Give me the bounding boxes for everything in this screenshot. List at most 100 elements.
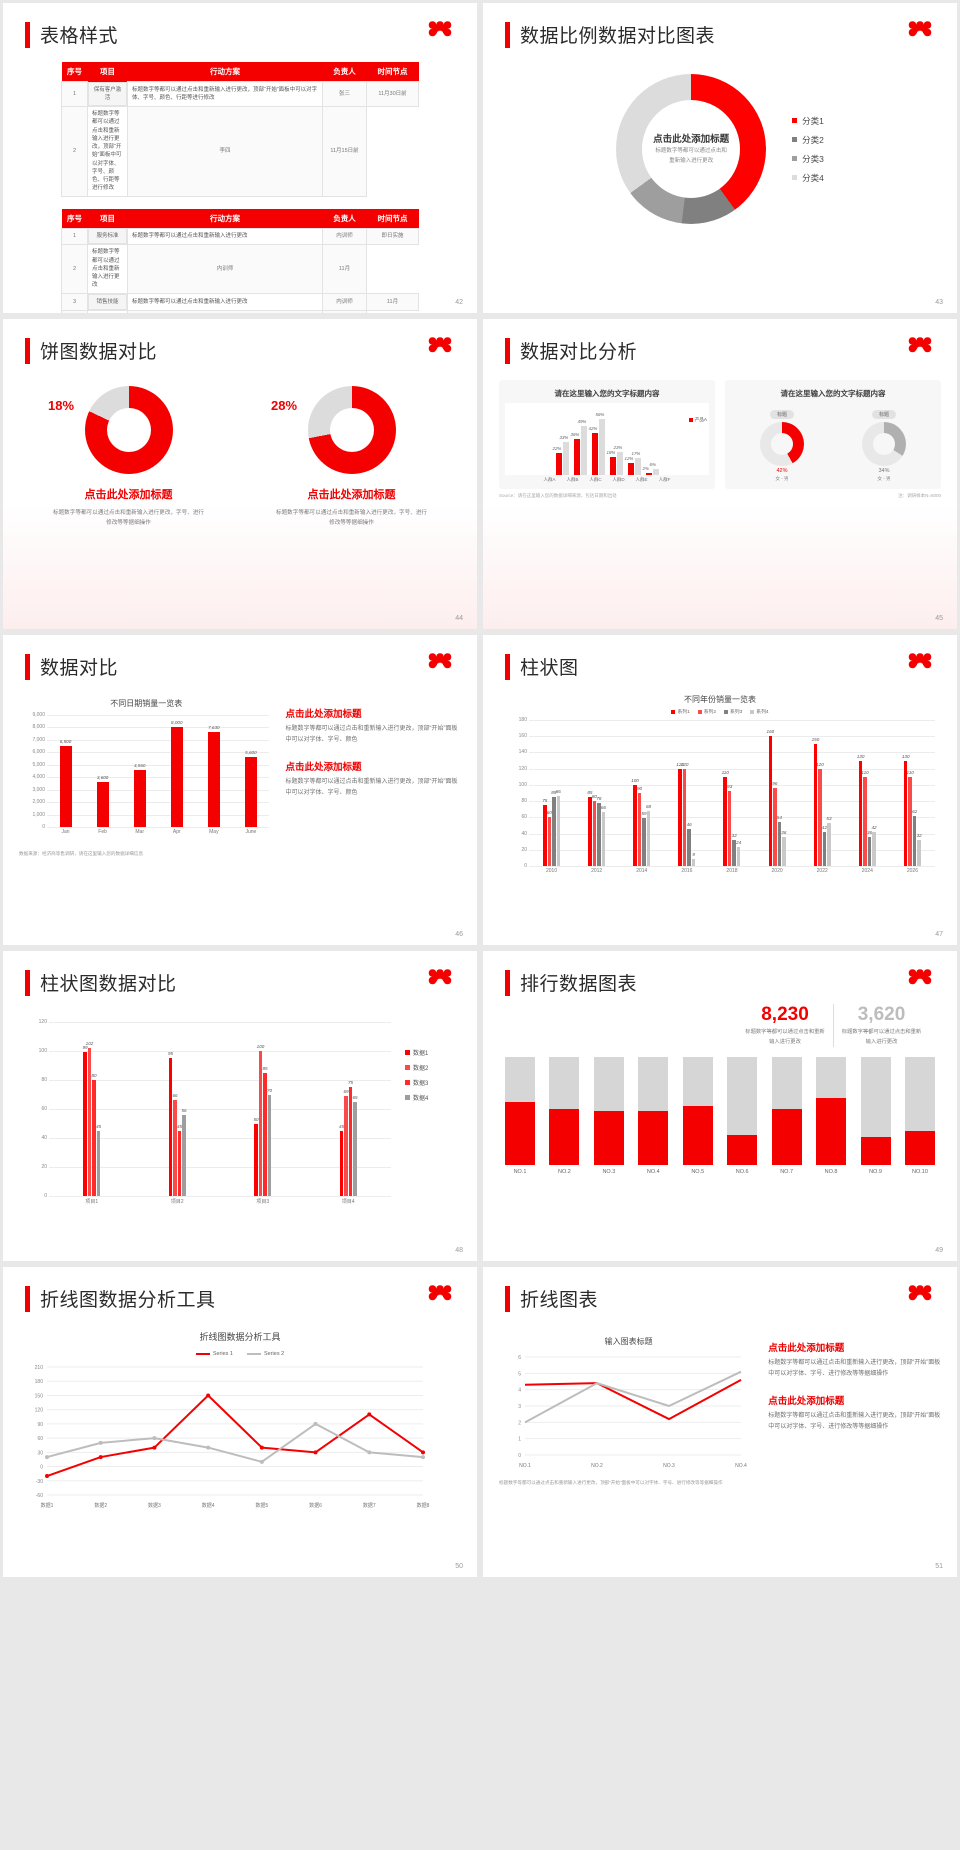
donut-small-2[interactable]: [862, 422, 906, 466]
category-label: 2026: [906, 868, 918, 874]
bar-group: 150 120 42 53: [800, 720, 845, 866]
svg-text:0: 0: [518, 1453, 521, 1459]
bar-group: 99 102 80 45: [49, 1022, 135, 1196]
legend-item[interactable]: 分类4: [792, 172, 824, 184]
bar-series-b: 49%: [578, 419, 587, 475]
bar-series-b: 33%: [560, 435, 569, 475]
bar-label: 85: [262, 1065, 268, 1071]
mini-legend: 产品A: [688, 417, 707, 423]
legend-item[interactable]: 分类3: [792, 153, 824, 165]
bar-chart-47[interactable]: 180 160 140 120 100 80 60 40 20 0 75 60 85 86 85 80 78 66…: [501, 717, 939, 882]
rank-label: NO.8: [824, 1169, 838, 1176]
legend-item[interactable]: 系列4: [750, 708, 769, 715]
y-tick: 80: [521, 798, 527, 805]
bar: 3,600: [96, 775, 109, 827]
bar-label: 33%: [559, 435, 569, 440]
svg-text:NO.3: NO.3: [663, 1463, 675, 1469]
slide-43: 数据比例数据对比图表 点击此处添加标题 标题数字等都可以通过点击和 重新输入进行…: [483, 3, 957, 313]
page-title: 数据对比: [40, 658, 119, 679]
bar: 70: [267, 1088, 272, 1196]
bar-group: 22% 33%: [553, 435, 569, 475]
panel-2-title: 请在这里输入您的文字标题内容: [780, 389, 886, 398]
donut-center-title: 点击此处添加标题: [653, 134, 730, 146]
page-number: 42: [455, 299, 463, 306]
legend-label: 数据3: [413, 1081, 429, 1087]
y-tick: 40: [521, 830, 527, 837]
bar-label: 6,500: [59, 739, 72, 745]
right-title-1: 点击此处添加标题: [285, 709, 362, 720]
legend-item[interactable]: Series 1: [195, 1351, 233, 1357]
legend-label: 系列1: [677, 710, 690, 715]
donut-chart-2[interactable]: [307, 386, 396, 474]
legend-item[interactable]: 分类2: [792, 134, 824, 146]
bars: 99 102 80 45 95 66 45 56 50 100 85 70 45 69 75 65: [49, 1022, 391, 1196]
legend-item[interactable]: 数据1: [405, 1048, 459, 1057]
legend-swatch: [405, 1050, 410, 1055]
legend-item[interactable]: 系列3: [724, 708, 742, 715]
panel-bar: 请在这里输入您的文字标题内容 22% 33% 36% 49% 42% 56% 18% 23% 1…: [499, 380, 715, 489]
bar: 100: [257, 1044, 264, 1196]
donut-small-1[interactable]: [760, 422, 804, 466]
right-title-2: 点击此处添加标题: [768, 1395, 845, 1407]
legend-item[interactable]: 数据2: [405, 1063, 459, 1072]
bar: 50: [253, 1117, 259, 1196]
rank-column[interactable]: NO.3: [593, 1057, 624, 1175]
bar-group: 75 60 85 86: [529, 720, 574, 866]
rank-fill: [593, 1111, 624, 1166]
rank-column[interactable]: NO.7: [771, 1057, 802, 1175]
bar-label: 54: [776, 815, 782, 821]
line-chart-51[interactable]: 6 5 4 3 2 1 0 NO.1 NO.2 NO.3 NO.4: [499, 1351, 758, 1471]
rank-column[interactable]: NO.2: [549, 1057, 580, 1175]
page-title: 数据对比分析: [520, 342, 638, 363]
bar-label: 24: [736, 839, 742, 845]
table-row: 2 标题数字等都可以通过点击和重新输入进行更改，顶部“开始”面板中可以对字体、字…: [61, 106, 419, 197]
legend-item[interactable]: 数据4: [405, 1093, 459, 1102]
category-label: 人群D: [612, 477, 625, 482]
donut-tag-2: 标题: [871, 410, 896, 419]
bar-label: 5,600: [245, 750, 257, 756]
y-tick: 6,000: [32, 749, 45, 756]
mini-bar-chart[interactable]: 22% 33% 36% 49% 42% 56% 18% 23% 12% 17% 2% 6%: [505, 403, 709, 475]
rank-column[interactable]: NO.9: [860, 1057, 891, 1175]
legend-item[interactable]: Series 2: [247, 1351, 284, 1357]
legend-label: 系列3: [730, 710, 743, 715]
title-accent-bar: [25, 1285, 30, 1312]
rank-column[interactable]: NO.5: [682, 1057, 713, 1175]
ranking-bar-chart[interactable]: NO.1 NO.2 NO.3 NO.4 NO.5 NO.6 NO.7 NO.8 NO.9 NO.1…: [483, 1047, 957, 1175]
bar: 99: [82, 1045, 88, 1196]
donut-chart-1[interactable]: [84, 386, 173, 474]
clover-logo-icon: [908, 1285, 932, 1302]
legend-label: 系列4: [756, 710, 769, 715]
chart-column: 不同日期销量一览表 9,000 8,000 7,000 6,000 5,000 4,000…: [19, 698, 273, 857]
rank-column[interactable]: NO.8: [816, 1057, 847, 1176]
bar: 45: [96, 1124, 101, 1196]
bar-label: 96: [772, 781, 778, 787]
line-chart-50[interactable]: 210 180 150 120 90 60 30 0 -30 -60 数据1 数据2 数据3 数据4 数据5…: [21, 1361, 459, 1511]
legend-item[interactable]: 系列2: [697, 708, 716, 715]
rank-column[interactable]: NO.6: [727, 1057, 758, 1175]
slide-header: 表格样式: [3, 3, 477, 48]
bar-label: 42%: [588, 426, 598, 431]
rank-column[interactable]: NO.1: [505, 1057, 535, 1175]
bar-group: 5,600: [232, 715, 269, 827]
bar-chart-48[interactable]: 120 100 80 60 40 20 0 99 102 80 45 95 66 45 56 50 100 85 7…: [21, 1019, 395, 1212]
right-body-1: 标题数字等都可以通过点击和重新输入进行更改，顶部“开始”面板中可以对字体、字号、…: [768, 1360, 941, 1378]
bar: 110: [722, 770, 729, 866]
bar-chart-46[interactable]: 9,000 8,000 7,000 6,000 5,000 4,000 3,000 2,000…: [19, 712, 273, 843]
pie-body-2: 标题数字等都可以通过点击和重新输入进行更改，字号、进行修改等等据细操作: [275, 510, 428, 527]
svg-text:NO.4: NO.4: [735, 1463, 747, 1469]
donut-chart-area: 点击此处添加标题 标题数字等都可以通过点击和 重新输入进行更改 分类1 分类2 分类…: [483, 74, 957, 224]
legend-item[interactable]: 系列1: [671, 708, 690, 715]
pie-block-2: 28% 点击此处添加标题 标题数字等都可以通过点击和重新输入进行更改，字号、进行…: [269, 386, 434, 529]
legend-item[interactable]: 数据3: [405, 1078, 459, 1087]
legend-item[interactable]: 分类1: [792, 115, 824, 127]
page-number: 51: [935, 1563, 943, 1570]
rank-column[interactable]: NO.4: [638, 1057, 669, 1175]
line-series: [524, 1370, 742, 1424]
donut-chart[interactable]: 点击此处添加标题 标题数字等都可以通过点击和 重新输入进行更改: [616, 74, 767, 224]
category-label: 2024: [861, 868, 873, 874]
th-action: 行动方案: [127, 62, 323, 82]
rank-column[interactable]: NO.10: [904, 1057, 935, 1175]
page-title: 表格样式: [40, 26, 119, 47]
bar: 42: [822, 825, 827, 866]
